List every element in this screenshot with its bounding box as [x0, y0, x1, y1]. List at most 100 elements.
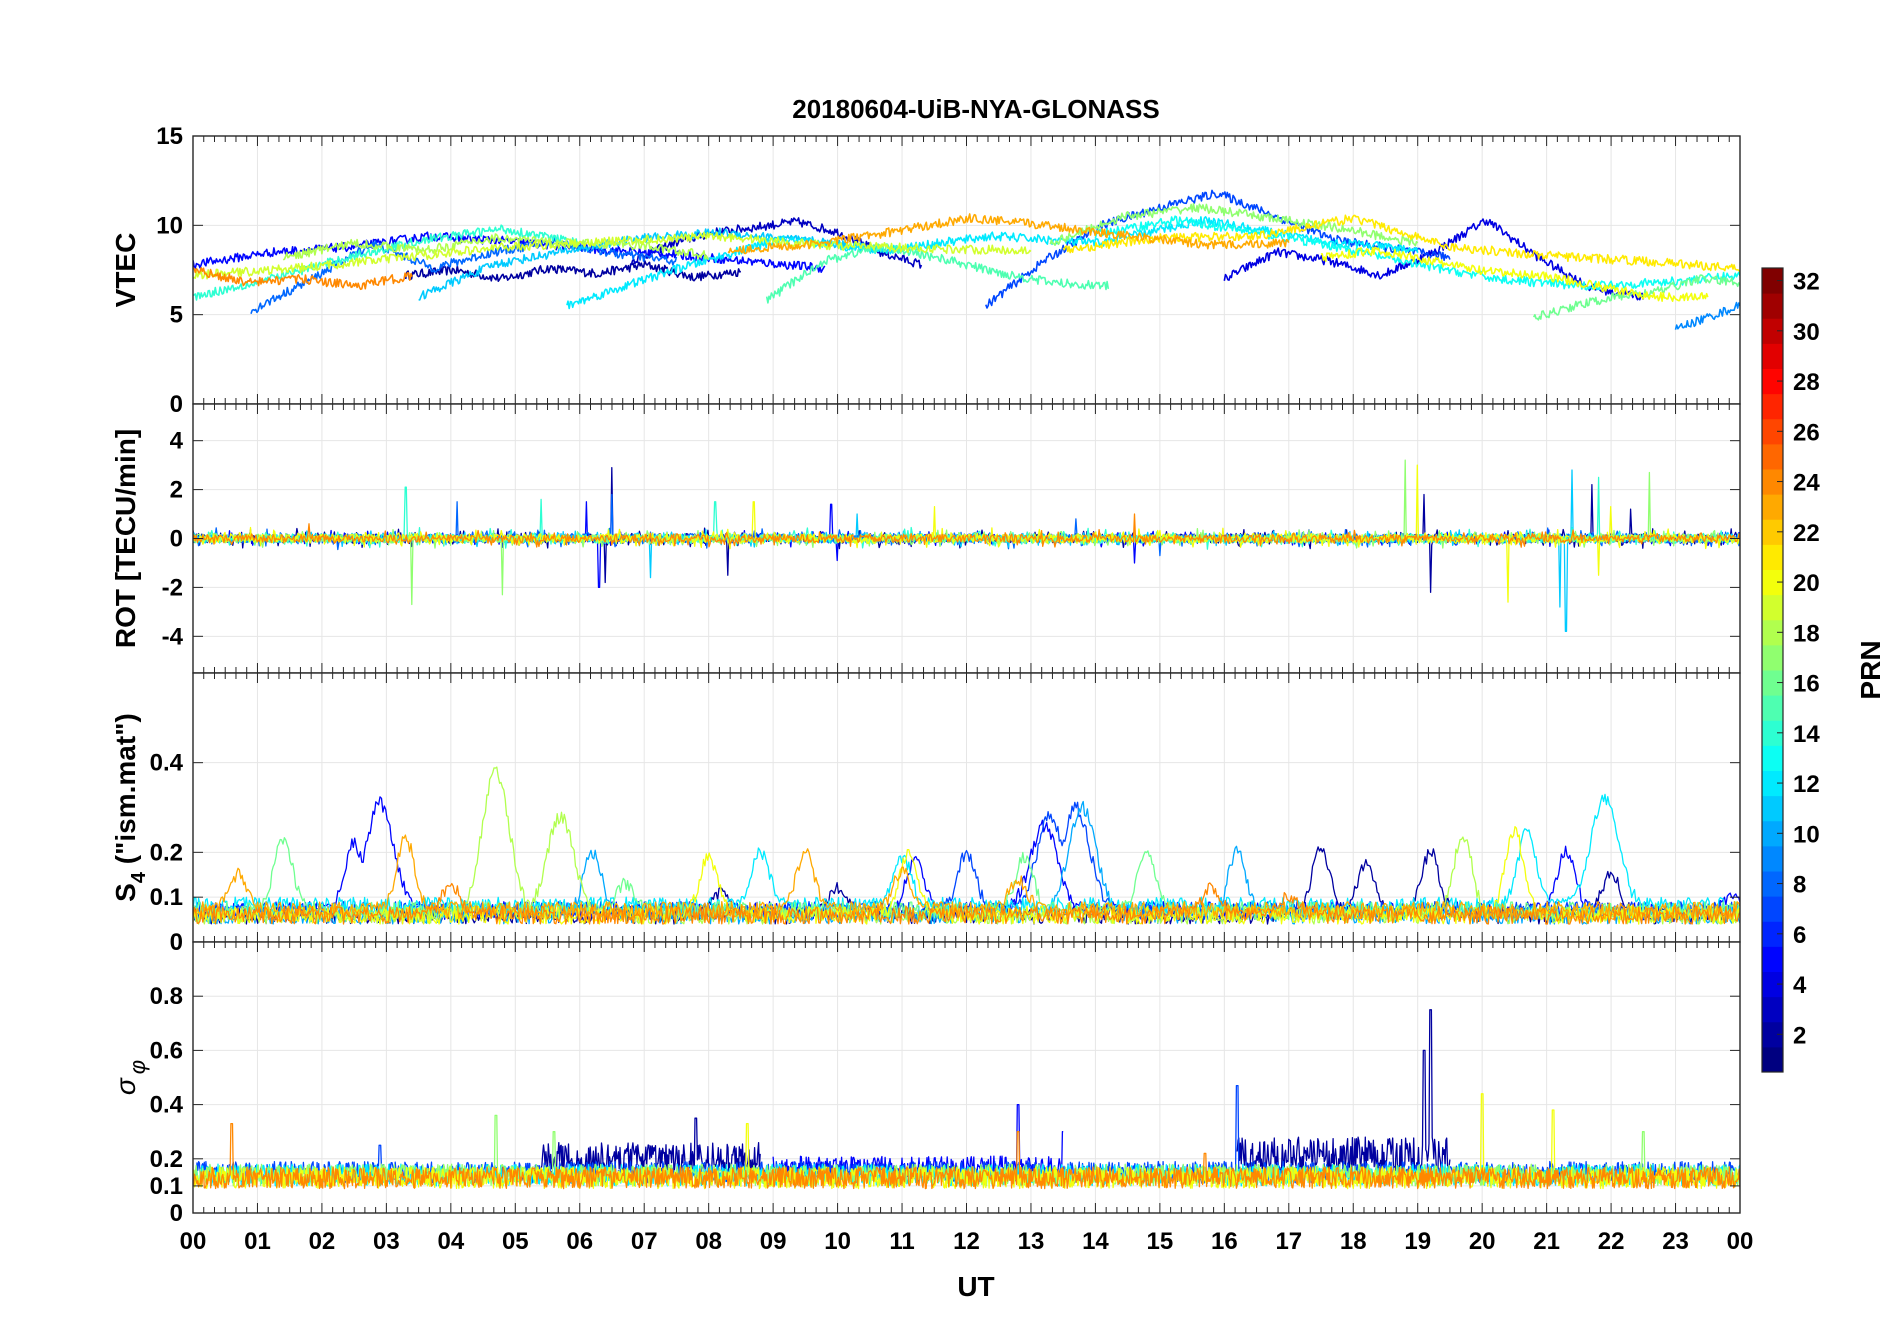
series-line-prn-23: [727, 213, 1290, 255]
x-tick-label: 07: [631, 1228, 658, 1255]
colorbar-segment: [1762, 443, 1783, 470]
colorbar-segment: [1762, 971, 1783, 998]
series-group: [193, 766, 1740, 925]
colorbar-segment: [1762, 996, 1783, 1023]
y-tick-label: 0.4: [150, 1092, 184, 1119]
axes-box: [192, 941, 1741, 1214]
colorbar-tick-label: 2: [1793, 1022, 1806, 1049]
colorbar-segment: [1762, 1046, 1783, 1073]
colorbar-segment: [1762, 494, 1783, 520]
colorbar-tick-label: 26: [1793, 419, 1820, 446]
x-tick-label: 03: [373, 1228, 400, 1255]
x-tick-label: 13: [1018, 1228, 1045, 1255]
colorbar-tick-label: 4: [1793, 972, 1807, 999]
y-tick-label: 5: [170, 302, 183, 329]
panel-sigma_phi: 00.10.2 0.4 0.6 0.8 σφ 00 01 02 03 04 05 06 07 08 09 10…: [110, 941, 1754, 1255]
colorbar-segment: [1762, 896, 1783, 922]
y-tick-label: 2: [170, 477, 183, 504]
x-tick-label: 05: [502, 1228, 529, 1255]
series-line-prn-17: [1049, 203, 1419, 247]
x-tick-label: 16: [1211, 1228, 1238, 1255]
colorbar-segment: [1762, 343, 1783, 369]
colorbar-segment: [1762, 720, 1783, 746]
y-axis-label-s4: S4 ("ism.mat"): [110, 713, 150, 902]
colorbar-tick-label: 8: [1793, 872, 1806, 899]
x-tick-label: 22: [1598, 1228, 1625, 1255]
y-tick-label: 0.4: [150, 750, 184, 777]
y-tick-label: 0: [170, 526, 183, 553]
series-line-prn-12: [566, 216, 1419, 310]
y-tick-label: 0.6: [150, 1037, 183, 1064]
y-tick-label: 10: [156, 212, 183, 239]
colorbar-tick-label: 28: [1793, 369, 1820, 396]
y-axis-label-sigma_phi: σφ: [110, 1060, 150, 1095]
y-tick-label: 0: [170, 1200, 183, 1227]
x-tick-label: 10: [824, 1228, 851, 1255]
series-line-prn-24: [193, 882, 1740, 925]
colorbar-tick-label: 10: [1793, 821, 1820, 848]
series-line-prn-24: [193, 267, 413, 291]
colorbar-tick-label: 20: [1793, 570, 1820, 597]
series-line-prn-16: [193, 837, 1740, 921]
colorbar-segment: [1762, 770, 1783, 797]
panel-rot: -4 -2 0 2 4 ROT [TECU/min]: [110, 403, 1741, 674]
colorbar-segment: [1762, 745, 1783, 771]
y-axis-label-vtec: VTEC: [110, 233, 141, 308]
colorbar-segment: [1762, 795, 1783, 822]
colorbar-tick-label: 30: [1793, 319, 1820, 346]
series-line-prn-24: [193, 513, 1740, 548]
y-axis-label-rot: ROT [TECU/min]: [110, 429, 141, 648]
x-tick-label: 20: [1469, 1228, 1496, 1255]
x-axis-label: UT: [957, 1271, 994, 1302]
series-line-prn-8: [250, 237, 678, 314]
colorbar-segment: [1762, 293, 1783, 319]
x-tick-label: 01: [244, 1228, 271, 1255]
colorbar-segment: [1762, 318, 1783, 344]
colorbar-segment: [1762, 670, 1783, 696]
x-tick-label: 17: [1275, 1228, 1302, 1255]
series-line-prn-11: [418, 227, 871, 301]
colorbar-segment: [1762, 469, 1783, 495]
colorbar-tick-label: 24: [1793, 470, 1820, 497]
series-line-prn-23: [193, 834, 1740, 921]
series-line-prn-20: [193, 464, 1740, 603]
x-tick-label: 21: [1533, 1228, 1560, 1255]
series-group: [193, 459, 1740, 633]
y-tick-label: 0: [170, 391, 183, 418]
colorbar-label: PRN: [1855, 640, 1886, 699]
x-tick-label: 00: [1727, 1228, 1754, 1255]
colorbar-segment: [1762, 946, 1783, 972]
series-line-prn-2: [404, 260, 742, 282]
colorbar-segment: [1762, 594, 1783, 621]
colorbar-segment: [1762, 418, 1783, 445]
series-line-prn-9: [1674, 301, 1740, 330]
x-tick-label: 04: [437, 1228, 464, 1255]
y-tick-label: -4: [162, 623, 184, 650]
y-tick-label: 0.1: [150, 1173, 183, 1200]
y-tick-label: 15: [156, 123, 183, 150]
colorbar-segment: [1762, 569, 1783, 596]
colorbar-segment: [1762, 644, 1783, 671]
colorbar-segment: [1762, 871, 1783, 897]
panel-vtec: 0 5 10 15 VTEC: [110, 123, 1741, 418]
colorbar-tick-label: 16: [1793, 671, 1820, 698]
series-group: [193, 189, 1740, 330]
panel-s4: 0 0.1 0.2 0.4S4 ("ism.mat"): [110, 672, 1741, 956]
series-line-prn-19: [193, 231, 1032, 280]
y-tick-label: 0.8: [150, 983, 183, 1010]
colorbar-segment: [1762, 695, 1783, 721]
x-tick-label: 08: [695, 1228, 722, 1255]
x-tick-label: 14: [1082, 1228, 1109, 1255]
series-line-prn-2: [540, 1117, 761, 1176]
x-tick-label: 11: [889, 1228, 914, 1255]
colorbar-segment: [1762, 393, 1783, 420]
y-tick-label: 0.2: [150, 1146, 183, 1173]
colorbar-segment: [1762, 368, 1783, 395]
x-tick-label: 00: [180, 1228, 207, 1255]
colorbar-segment: [1762, 921, 1783, 947]
series-line-prn-5: [772, 1103, 1064, 1179]
x-tick-label: 19: [1404, 1228, 1431, 1255]
colorbar-segment: [1762, 820, 1783, 847]
